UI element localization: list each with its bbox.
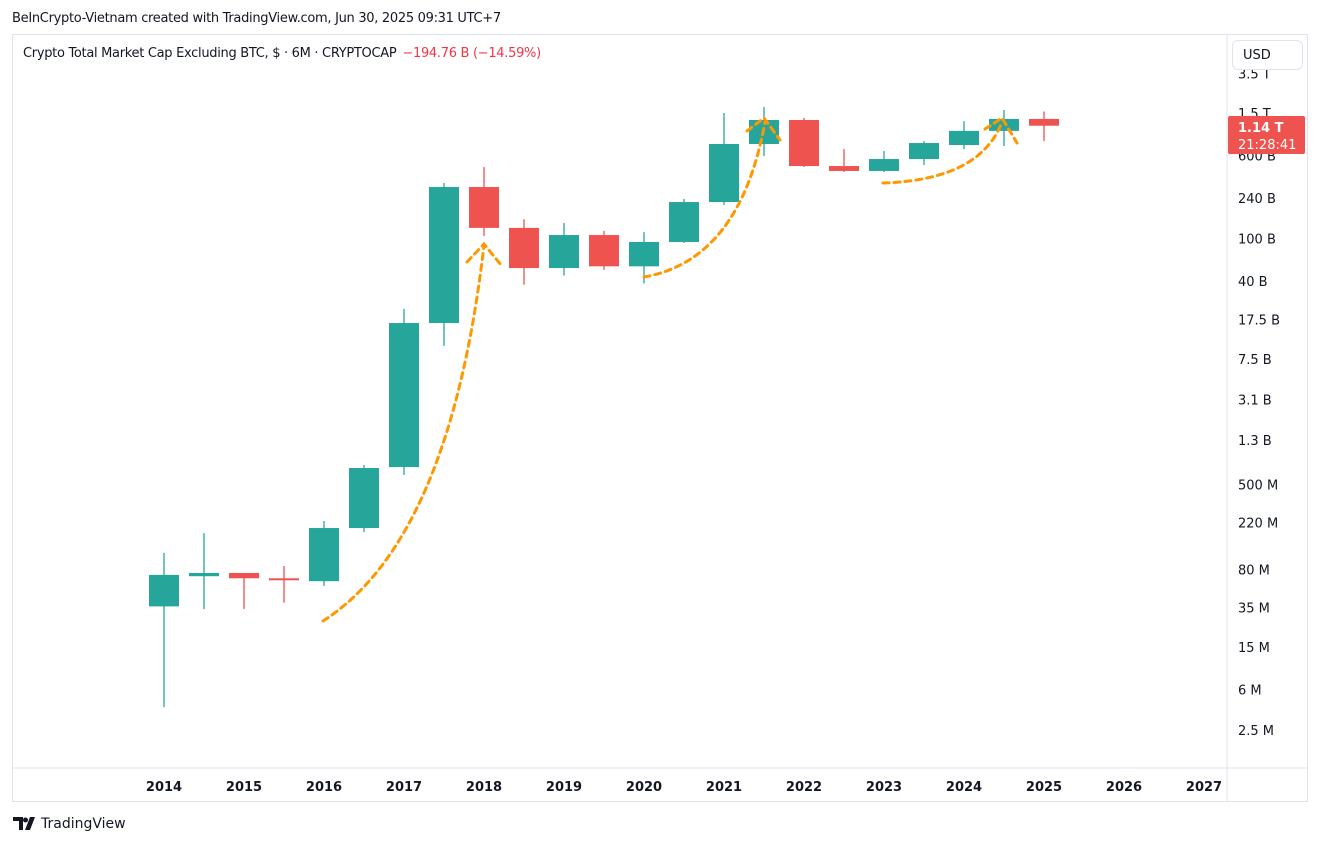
candle-body (869, 159, 899, 171)
tradingview-logo-icon (13, 817, 35, 830)
time-tick-label: 2027 (1186, 780, 1222, 795)
candle-2018-H2[interactable] (509, 219, 539, 285)
price-tick-label: 220 M (1238, 516, 1278, 531)
candle-body (149, 574, 179, 607)
candle-body (189, 572, 219, 577)
price-tick-label: 17.5 B (1238, 313, 1280, 328)
price-tick-label: 15 M (1238, 641, 1270, 656)
price-tick-label: 7.5 B (1238, 353, 1272, 368)
candle-2020-H1[interactable] (629, 232, 659, 284)
candle-body (229, 572, 259, 579)
time-tick-label: 2021 (706, 780, 742, 795)
annotation-arrows (321, 115, 1019, 623)
candle-body (909, 143, 939, 160)
candle-2024-H2[interactable] (989, 110, 1019, 147)
arrow-head-2 (745, 115, 782, 142)
time-tick-label: 2017 (386, 780, 422, 795)
arrow-head-3 (983, 115, 1019, 145)
candle-body (669, 202, 699, 242)
time-tick-label: 2023 (866, 780, 902, 795)
candle-2019-H2[interactable] (589, 230, 619, 270)
arrow-curve-1 (321, 243, 486, 623)
price-tick-label: 1.3 B (1238, 434, 1272, 449)
currency-button[interactable]: USD (1232, 40, 1303, 70)
candle-2015-H1[interactable] (229, 572, 259, 610)
time-tick-label: 2022 (786, 780, 822, 795)
candle-body (709, 143, 739, 203)
price-tick-label: 6 M (1238, 684, 1262, 699)
candle-2018-H1[interactable] (469, 167, 499, 236)
last-price: 1.14 T (1238, 121, 1284, 136)
candle-2023-H2[interactable] (909, 141, 939, 165)
candle-body (509, 227, 539, 269)
arrow-curve-3 (881, 120, 1004, 185)
candle-2024-H1[interactable] (949, 121, 979, 150)
candle-body (389, 323, 419, 468)
price-change: −194.76 B (−14.59%) (402, 46, 541, 61)
arrow-curve-2 (642, 120, 767, 279)
time-tick-label: 2019 (546, 780, 582, 795)
candle-body (629, 241, 659, 267)
candle-body (1029, 118, 1059, 126)
time-tick-label: 2016 (306, 780, 342, 795)
price-tick-label: 40 B (1238, 275, 1268, 290)
price-tick-label: 100 B (1238, 233, 1276, 248)
candle-body (269, 578, 299, 581)
time-tick-label: 2026 (1106, 780, 1142, 795)
price-tick-label: 3.5 T (1238, 68, 1271, 83)
candle-body (589, 235, 619, 267)
candle-2017-H1[interactable] (389, 308, 419, 476)
candle-body (829, 166, 859, 171)
time-tick-label: 2014 (146, 780, 182, 795)
price-tick-label: 3.1 B (1238, 394, 1272, 409)
candle-2014-H1[interactable] (149, 552, 179, 708)
candle-2022-H1[interactable] (789, 117, 819, 168)
time-tick-label: 2020 (626, 780, 662, 795)
chart-frame (12, 34, 1308, 802)
tradingview-logo: TradingView (13, 816, 126, 832)
chart-credit: BeInCrypto-Vietnam created with TradingV… (12, 11, 501, 26)
candle-body (429, 187, 459, 324)
time-tick-label: 2024 (946, 780, 982, 795)
candle-body (349, 468, 379, 529)
time-tick-label: 2015 (226, 780, 262, 795)
candle-2020-H2[interactable] (669, 198, 699, 243)
candle-body (469, 187, 499, 228)
candle-2021-H1[interactable] (709, 113, 739, 205)
bar-countdown: 21:28:41 (1238, 138, 1296, 153)
candle-2019-H1[interactable] (549, 223, 579, 276)
price-tick-label: 240 B (1238, 192, 1276, 207)
candle-2023-H1[interactable] (869, 151, 899, 173)
price-tick-label: 80 M (1238, 563, 1270, 578)
candle-2017-H2[interactable] (429, 182, 459, 346)
tradingview-brand: TradingView (41, 816, 126, 832)
candle-2016-H2[interactable] (349, 464, 379, 533)
candle-2025-H1[interactable] (1029, 111, 1059, 142)
symbol-title: Crypto Total Market Cap Excluding BTC, $… (23, 46, 397, 61)
candle-body (309, 528, 339, 582)
time-tick-label: 2025 (1026, 780, 1062, 795)
candle-body (989, 118, 1019, 131)
arrow-head-1 (465, 241, 503, 267)
candle-2016-H1[interactable] (309, 520, 339, 586)
symbol-legend: Crypto Total Market Cap Excluding BTC, $… (23, 46, 541, 61)
candle-body (949, 130, 979, 146)
candle-2022-H2[interactable] (829, 149, 859, 173)
price-tick-label: 35 M (1238, 602, 1270, 617)
price-tick-label: 2.5 M (1238, 724, 1274, 739)
candle-body (549, 235, 579, 269)
candle-2015-H2[interactable] (269, 566, 299, 603)
candle-2014-H2[interactable] (189, 533, 219, 610)
price-tick-label: 500 M (1238, 478, 1278, 493)
last-price-label: 1.14 T 21:28:41 (1228, 116, 1305, 154)
candle-body (789, 119, 819, 167)
time-tick-label: 2018 (466, 780, 502, 795)
